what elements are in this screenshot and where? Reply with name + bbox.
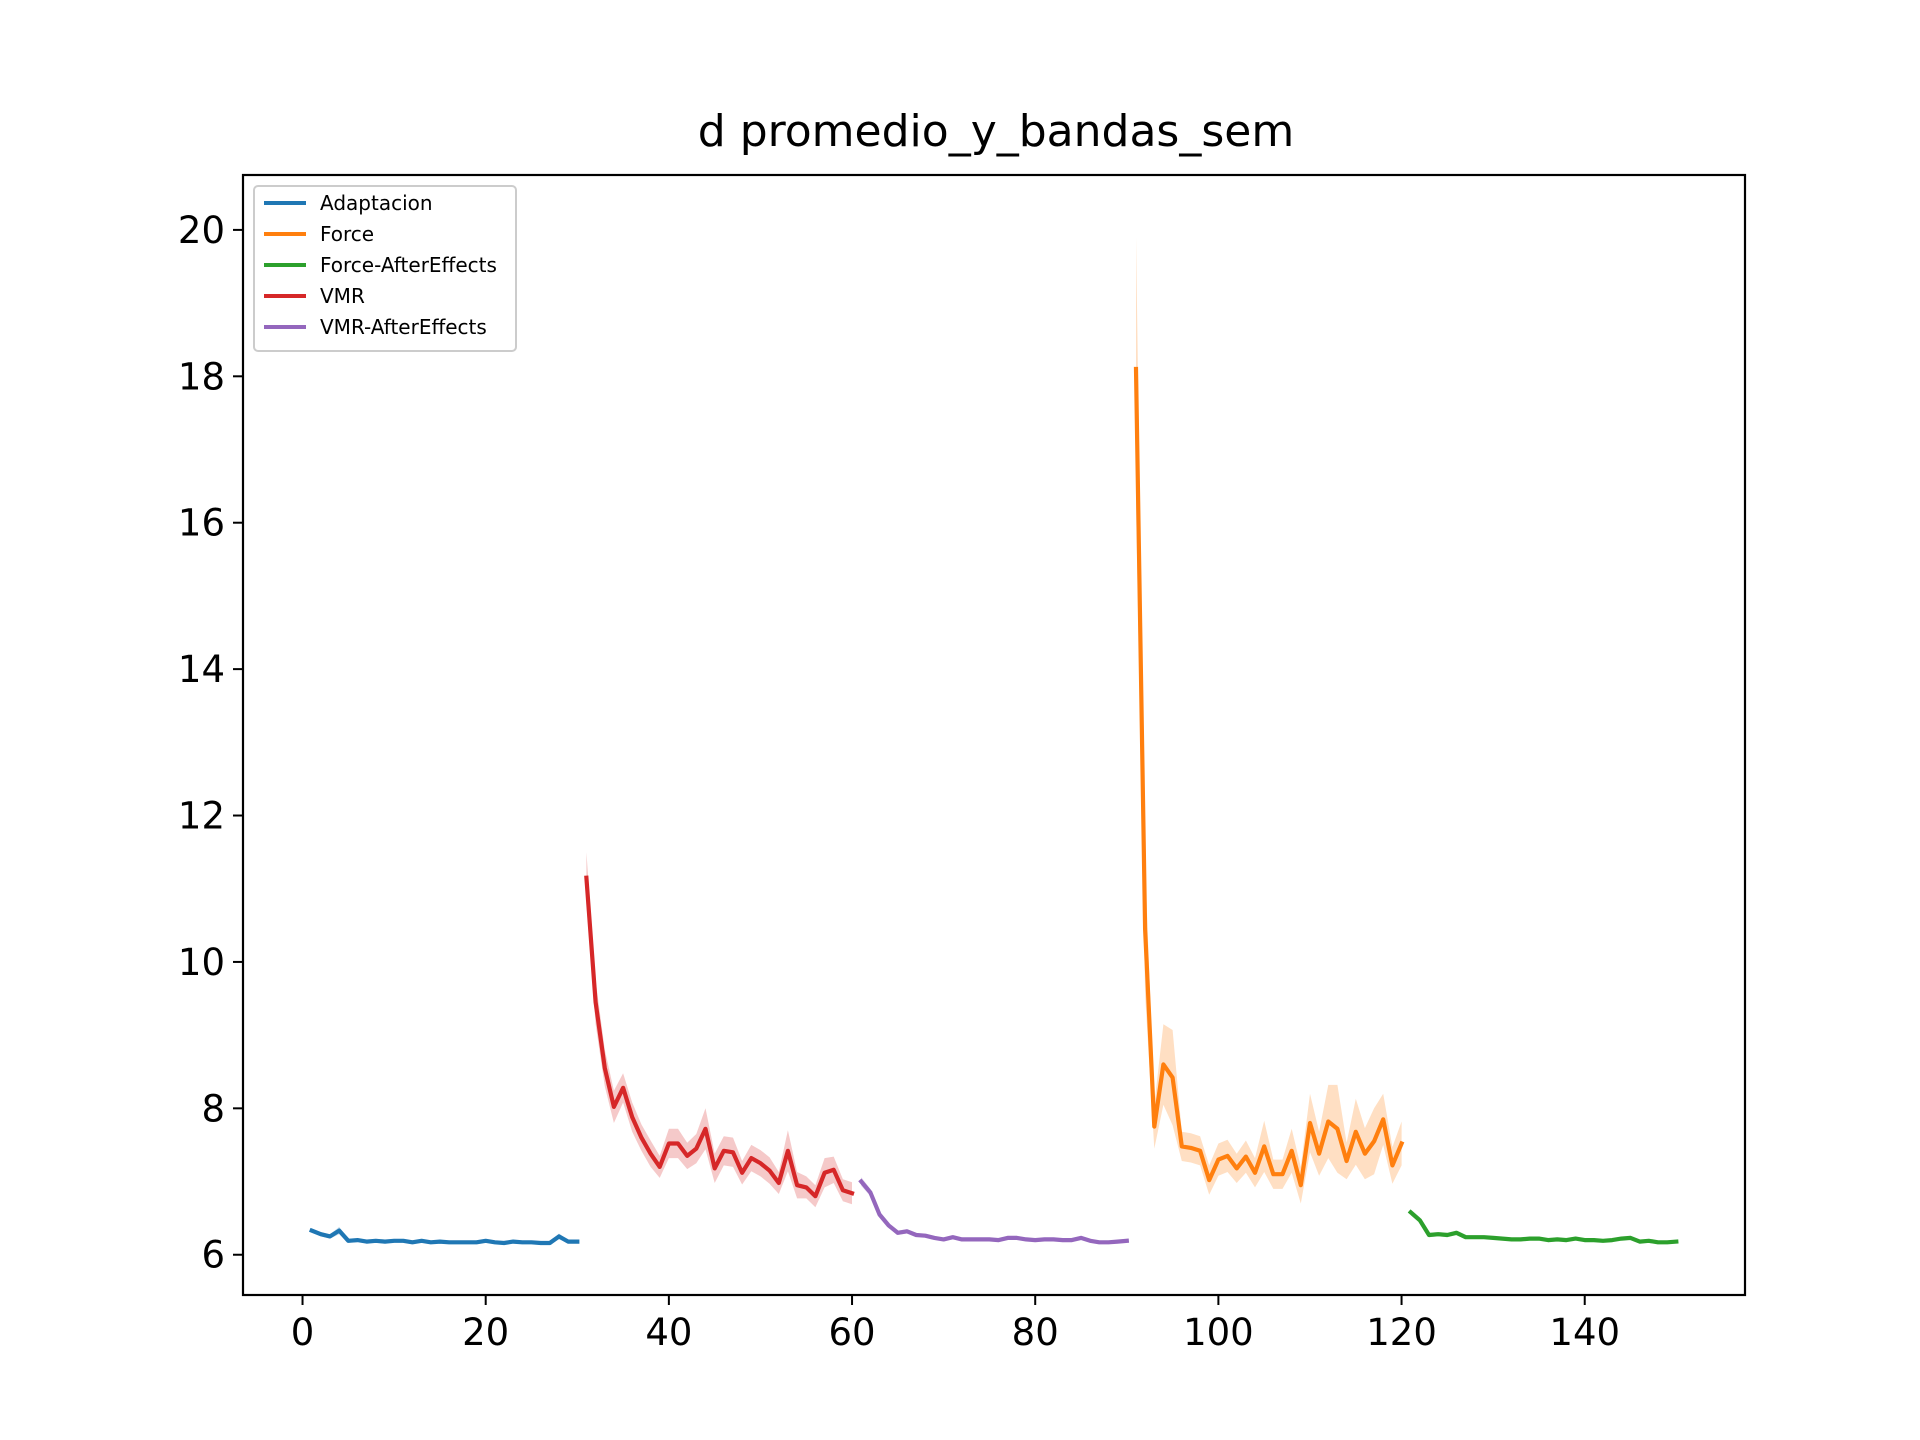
legend-label-adaptacion: Adaptacion <box>320 191 433 215</box>
plot-area-frame <box>241 173 1747 1297</box>
series-line-force-aftereffects <box>1407 1209 1679 1245</box>
band-force <box>1136 237 1402 1204</box>
confidence-bands <box>311 237 1677 1245</box>
y-tick-label: 10 <box>178 941 225 984</box>
x-tick-label: 120 <box>1366 1311 1437 1354</box>
series-line-vmr-aftereffects <box>858 1178 1130 1245</box>
x-tick-label: 20 <box>462 1311 509 1354</box>
x-tick-label: 100 <box>1183 1311 1254 1354</box>
x-tick-label: 60 <box>828 1311 875 1354</box>
x-tick-label: 80 <box>1012 1311 1059 1354</box>
series-line-adaptacion <box>308 1227 580 1246</box>
chart-title: d promedio_y_bandas_sem <box>698 106 1294 157</box>
x-axis: 0 20 40 60 80 100 120 140 <box>291 1295 1620 1354</box>
y-tick-label: 6 <box>201 1234 225 1277</box>
series-line-vmr <box>584 875 855 1199</box>
series-line-force <box>1133 366 1405 1188</box>
y-tick-label: 14 <box>178 648 225 691</box>
legend-label-vmr-aftereffects: VMR-AfterEffects <box>320 315 487 339</box>
legend-label-force-aftereffects: Force-AfterEffects <box>320 253 497 277</box>
y-tick-label: 18 <box>178 355 225 398</box>
y-axis: 6 8 10 12 14 16 18 20 <box>178 209 243 1277</box>
x-tick-label: 40 <box>645 1311 692 1354</box>
y-tick-label: 20 <box>178 209 225 252</box>
x-tick-label: 140 <box>1549 1311 1620 1354</box>
y-tick-label: 12 <box>178 795 225 838</box>
band-vmr <box>586 852 852 1208</box>
y-tick-label: 16 <box>178 502 225 545</box>
legend-label-vmr: VMR <box>320 284 365 308</box>
series-lines <box>308 366 1679 1246</box>
y-tick-label: 8 <box>201 1087 225 1130</box>
x-tick-label: 0 <box>291 1311 315 1354</box>
legend-box <box>253 185 517 352</box>
legend-label-force: Force <box>320 222 374 246</box>
legend: Adaptacion Force Force-AfterEffects VMR VMR-… <box>253 185 517 352</box>
